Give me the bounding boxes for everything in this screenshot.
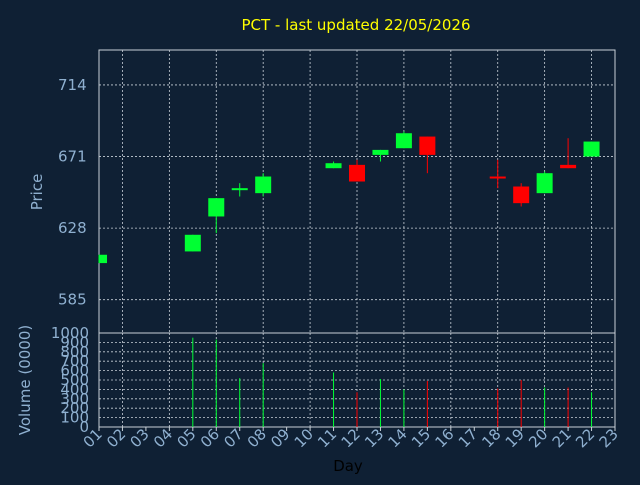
candle-body (419, 136, 436, 155)
volume-tick-label: 800 (60, 343, 89, 361)
day-tick-label: 03 (127, 425, 153, 451)
candle-body (536, 173, 553, 194)
candle-body (255, 176, 272, 194)
day-tick-label: 15 (408, 425, 434, 451)
candle-body (99, 254, 107, 264)
volume-tick-label: 600 (60, 362, 89, 380)
candle-body (583, 141, 600, 157)
candle-body (325, 163, 342, 169)
day-tick-label: 23 (596, 425, 622, 451)
day-tick-label: 09 (267, 425, 293, 451)
day-tick-label: 19 (502, 425, 528, 451)
day-tick-label: 04 (150, 425, 176, 451)
volume-tick-label: 400 (60, 380, 89, 398)
volume-tick-label: 0 (79, 418, 89, 436)
volume-tick-label: 200 (60, 399, 89, 417)
volume-tick-label: 900 (60, 333, 89, 351)
candle-body (372, 149, 389, 155)
grid-lines (98, 49, 616, 431)
day-axis-label: Day (333, 457, 363, 475)
day-tick-label: 06 (197, 425, 223, 451)
chart-marks (98, 131, 600, 427)
volume-tick-label: 500 (60, 371, 89, 389)
price-tick-label: 671 (58, 148, 87, 166)
candle-body (349, 164, 365, 182)
day-tick-label: 10 (291, 425, 317, 451)
volume-tick-label: 700 (60, 352, 89, 370)
day-tick-label: 21 (549, 425, 575, 451)
tick-labels: 585 628 671 714 0100200300400500600700800900… (51, 76, 622, 451)
volume-tick-label: 1000 (51, 324, 89, 342)
day-tick-label: 02 (103, 425, 129, 451)
day-tick-label: 16 (431, 425, 457, 451)
day-tick-label: 07 (220, 425, 246, 451)
candle-body (395, 133, 412, 149)
day-tick-label: 08 (244, 425, 270, 451)
candle-body (513, 186, 530, 204)
day-tick-label: 17 (455, 425, 481, 451)
price-tick-label: 585 (58, 291, 87, 309)
price-axis-label: Price (28, 174, 46, 211)
price-tick-label: 714 (58, 76, 87, 94)
volume-tick-label: 300 (60, 390, 89, 408)
price-tick-label: 628 (58, 219, 87, 237)
volume-tick-label: 100 (60, 409, 89, 427)
day-tick-label: 12 (338, 425, 364, 451)
day-tick-label: 18 (478, 425, 504, 451)
day-tick-label: 11 (314, 425, 340, 451)
candle-body (208, 198, 225, 217)
volume-axis-label: Volume (0000) (16, 325, 34, 435)
day-tick-label: 20 (525, 425, 551, 451)
day-tick-label: 22 (572, 425, 598, 451)
day-tick-label: 13 (361, 425, 387, 451)
candle-body (231, 188, 248, 191)
chart-title: PCT - last updated 22/05/2026 (241, 16, 470, 34)
candle-body (560, 164, 577, 169)
day-tick-label: 05 (173, 425, 199, 451)
candle-body (489, 176, 506, 179)
day-tick-label: 14 (385, 425, 411, 451)
candle-body (184, 234, 201, 252)
